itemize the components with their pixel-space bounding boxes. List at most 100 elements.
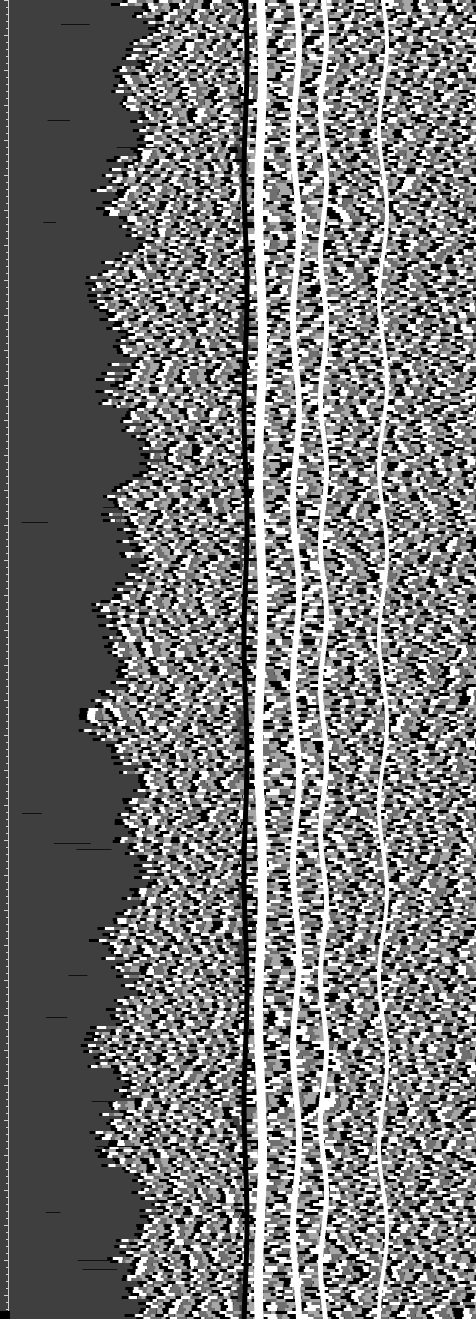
radar-stripe (367, 216, 376, 219)
radar-stripe (248, 3, 253, 6)
radar-stripe (384, 96, 391, 99)
radar-stripe (268, 219, 281, 222)
radar-stripe (112, 273, 120, 276)
radar-stripe (443, 102, 449, 105)
radar-stripe (208, 30, 216, 33)
radar-stripe (204, 168, 208, 171)
radar-stripe (370, 150, 373, 153)
radar-stripe (420, 99, 429, 102)
radar-stripe (406, 279, 416, 282)
radar-stripe (167, 192, 176, 195)
radar-stripe (163, 183, 169, 186)
radar-stripe (338, 27, 344, 30)
radar-stripe (199, 153, 206, 156)
radar-stripe (397, 261, 408, 264)
radar-stripe (333, 3, 339, 6)
vertical-bright-line (379, 96, 383, 99)
radar-stripe (224, 159, 229, 162)
radar-stripe (214, 267, 219, 270)
radar-stripe (157, 207, 165, 210)
radar-stripe (302, 270, 310, 273)
radar-stripe (354, 15, 359, 18)
vertical-bright-line (383, 243, 387, 246)
radar-stripe (189, 87, 196, 90)
radar-stripe (422, 222, 427, 225)
radar-stripe (391, 12, 394, 15)
radar-stripe (447, 246, 455, 249)
radar-stripe (361, 135, 370, 138)
radar-stripe (179, 90, 182, 93)
radar-stripe (171, 237, 180, 240)
radar-stripe (146, 126, 150, 129)
radar-stripe (466, 243, 476, 246)
radar-stripe (448, 42, 455, 45)
radar-stripe (193, 273, 203, 276)
radar-stripe (319, 201, 323, 204)
radar-stripe (303, 9, 311, 12)
radar-stripe (447, 279, 455, 282)
radar-stripe (377, 45, 384, 48)
radar-stripe (440, 114, 446, 117)
vertical-bright-line (378, 144, 382, 147)
radar-stripe (158, 102, 162, 105)
radar-stripe (464, 24, 475, 27)
radar-stripe (270, 18, 284, 21)
radar-stripe (392, 183, 397, 186)
radar-stripe (205, 216, 209, 219)
radar-stripe (159, 144, 166, 147)
radar-stripe (180, 198, 189, 201)
radar-stripe (248, 84, 254, 87)
radar-stripe (173, 156, 181, 159)
radar-stripe (128, 198, 137, 201)
radar-stripe (437, 15, 442, 18)
radar-stripe (269, 51, 276, 54)
radar-stripe (175, 51, 179, 54)
vertical-bright-line (385, 54, 389, 57)
radar-stripe (434, 90, 439, 93)
radar-stripe (401, 54, 404, 57)
radar-stripe (363, 141, 373, 144)
radar-stripe (207, 225, 213, 228)
radar-stripe (112, 186, 120, 189)
radar-stripe (450, 123, 461, 126)
radar-stripe (137, 93, 144, 96)
radar-stripe (284, 42, 289, 45)
radar-stripe (139, 195, 143, 198)
radar-stripe (210, 189, 214, 192)
radar-stripe (287, 171, 292, 174)
radar-stripe (194, 279, 200, 282)
radar-stripe (235, 171, 241, 174)
radar-stripe (135, 213, 141, 216)
radar-stripe (218, 123, 222, 126)
radar-stripe (120, 78, 125, 81)
radar-stripe (280, 153, 289, 156)
radar-stripe (417, 195, 425, 198)
radar-stripe (377, 51, 381, 54)
radar-stripe (396, 21, 400, 24)
radar-stripe (103, 270, 109, 273)
radar-stripe (314, 39, 325, 42)
radar-stripe (373, 222, 378, 225)
radar-stripe (457, 9, 461, 12)
radar-stripe (192, 201, 201, 204)
radar-stripe (472, 108, 476, 111)
radar-stripe (343, 243, 346, 246)
radar-stripe (136, 105, 141, 108)
radar-stripe (422, 267, 431, 270)
radar-stripe (207, 213, 212, 216)
radar-stripe (358, 237, 363, 240)
radar-stripe (349, 213, 354, 216)
radar-stripe (152, 42, 161, 45)
radar-stripe (388, 135, 394, 138)
radar-stripe (217, 201, 227, 204)
radar-stripe (282, 171, 287, 174)
radar-stripe (364, 195, 368, 198)
radar-stripe (463, 156, 471, 159)
radar-stripe (377, 201, 384, 204)
radar-stripe (421, 75, 427, 78)
radar-stripe (276, 282, 288, 285)
radar-stripe (357, 93, 366, 96)
radar-stripe (237, 12, 240, 15)
vertical-bright-line (383, 186, 387, 189)
radar-stripe (348, 30, 358, 33)
